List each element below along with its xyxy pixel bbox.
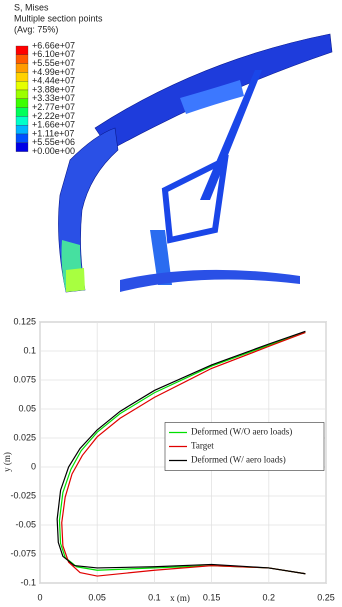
level-label: +6.10e+07 — [32, 49, 75, 59]
y-tick-label: 0.05 — [18, 403, 36, 413]
series-line — [56, 330, 306, 575]
series-line — [61, 331, 306, 577]
color-band — [15, 107, 29, 117]
color-band — [15, 116, 29, 126]
x-tick-label: 0.2 — [263, 592, 276, 602]
y-tick-label: 0.025 — [13, 432, 36, 442]
x-tick-label: 0 — [37, 592, 42, 602]
color-band — [15, 54, 29, 64]
y-tick-label: -0.05 — [15, 519, 36, 529]
color-band — [15, 72, 29, 82]
y-tick-label: -0.1 — [20, 577, 36, 587]
color-band — [15, 125, 29, 135]
legend-label: Target — [191, 441, 214, 451]
level-label: +2.77e+07 — [32, 102, 75, 112]
post — [150, 230, 172, 285]
level-label: +3.33e+07 — [32, 93, 75, 103]
legend-subtitle: Multiple section points — [14, 13, 103, 23]
x-tick-label: 0.1 — [148, 592, 161, 602]
fea-model — [58, 33, 333, 293]
color-band — [15, 63, 29, 73]
level-label: +4.44e+07 — [32, 76, 75, 86]
legend-subtitle: (Avg: 75%) — [14, 24, 58, 34]
y-tick-label: 0.1 — [23, 345, 36, 355]
plot: 0.125 0.1 0.075 0.05 0.025 0 -0.025 -0.05 -0.075… — [10, 316, 334, 602]
upper-highlight — [180, 80, 244, 114]
contour-legend: +6.66e+07+6.10e+07+5.55e+07+4.99e+07+4.4… — [15, 40, 75, 156]
legend: Deformed (W/O aero loads) Target Deformed … — [164, 422, 325, 471]
legend-box — [164, 422, 325, 471]
level-label: +1.66e+07 — [32, 120, 75, 130]
level-label: +6.66e+07 — [32, 40, 75, 50]
legend-label: Deformed (W/ aero loads) — [191, 455, 286, 465]
legend-title: S, Mises — [14, 2, 49, 12]
level-label: +4.99e+07 — [32, 67, 75, 77]
color-band — [15, 81, 29, 91]
series-line — [58, 331, 306, 575]
y-tick-label: -0.025 — [10, 490, 36, 500]
color-band — [15, 98, 29, 108]
x-tick-label: 0.05 — [88, 592, 106, 602]
y-axis-label: y (m) — [2, 452, 12, 472]
level-label: +0.00e+00 — [32, 146, 75, 156]
y-tick-label: 0 — [31, 461, 36, 471]
level-label: +3.88e+07 — [32, 84, 75, 94]
frame — [161, 154, 229, 244]
color-band — [15, 142, 29, 152]
level-label: +1.11e+07 — [32, 128, 74, 138]
base — [120, 269, 300, 292]
y-tick-label: 0.125 — [13, 316, 36, 326]
level-label: +5.55e+06 — [32, 137, 75, 147]
level-label: +5.55e+07 — [32, 58, 75, 68]
x-tick-label: 0.25 — [317, 592, 335, 602]
color-band — [15, 45, 29, 55]
x-axis-label: x (m) — [170, 593, 190, 603]
color-band — [15, 133, 29, 143]
level-label: +2.22e+07 — [32, 111, 75, 121]
y-tick-label: 0.075 — [13, 374, 36, 384]
left-panel-peak — [66, 268, 85, 292]
y-tick-label: -0.075 — [10, 548, 36, 558]
color-band — [15, 89, 29, 99]
x-tick-label: 0.15 — [203, 592, 221, 602]
legend-label: Deformed (W/O aero loads) — [191, 427, 292, 437]
